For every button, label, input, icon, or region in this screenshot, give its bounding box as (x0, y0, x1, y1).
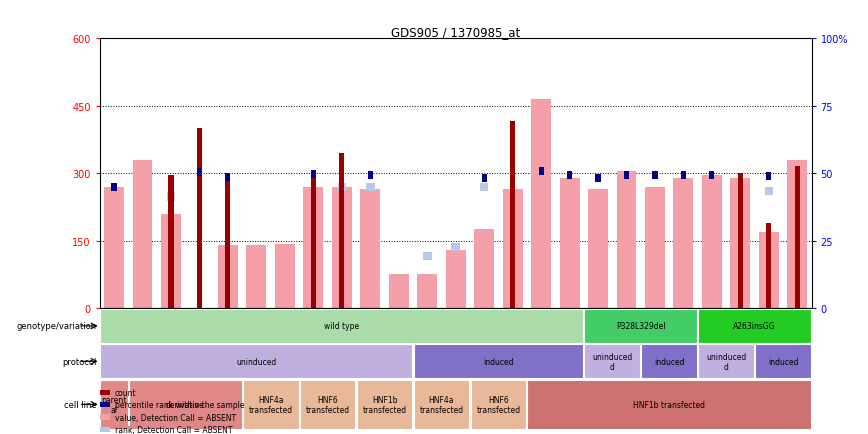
Bar (368, 172, 373, 180)
Bar (413, 345, 583, 378)
Bar (589, 190, 608, 309)
Text: parent
al: parent al (102, 395, 127, 414)
Bar (338, 183, 346, 191)
Bar (709, 172, 714, 180)
Text: wild type: wild type (325, 322, 359, 331)
Bar (480, 183, 489, 191)
Bar (766, 223, 772, 309)
Bar (111, 183, 116, 191)
Bar (311, 171, 316, 179)
Bar (584, 309, 697, 343)
Bar (418, 275, 437, 309)
Bar (584, 345, 641, 378)
Bar (645, 187, 665, 309)
Bar (101, 345, 412, 378)
Text: induced: induced (768, 357, 799, 366)
Bar (332, 187, 352, 309)
Bar (101, 380, 128, 429)
Bar (560, 178, 580, 309)
Bar (531, 100, 551, 309)
Bar (360, 190, 380, 309)
Bar (503, 190, 523, 309)
Bar (101, 309, 583, 343)
Bar (423, 253, 431, 261)
Bar (451, 244, 460, 252)
Bar (218, 246, 238, 309)
Text: percentile rank within the sample: percentile rank within the sample (115, 401, 244, 409)
Bar (759, 232, 779, 309)
Text: HNF6
transfected: HNF6 transfected (477, 395, 521, 414)
Bar (698, 345, 754, 378)
Bar (681, 172, 686, 180)
Bar (128, 380, 241, 429)
Bar (698, 309, 811, 343)
Bar (538, 168, 543, 175)
Bar (470, 380, 526, 429)
Text: count: count (115, 388, 136, 397)
Text: rank, Detection Call = ABSENT: rank, Detection Call = ABSENT (115, 425, 232, 434)
Bar (616, 171, 636, 309)
Bar (795, 167, 800, 309)
Bar (446, 250, 465, 309)
Text: protocol: protocol (62, 357, 96, 366)
Bar (738, 174, 743, 309)
Text: HNF4a
transfected: HNF4a transfected (248, 395, 293, 414)
Text: HNF6
transfected: HNF6 transfected (306, 395, 350, 414)
Text: HNF4a
transfected: HNF4a transfected (419, 395, 464, 414)
Bar (104, 187, 124, 309)
Bar (247, 246, 266, 309)
Text: P328L329del: P328L329del (616, 322, 666, 331)
Bar (765, 187, 773, 196)
Bar (755, 345, 811, 378)
Text: HNF1b
transfected: HNF1b transfected (363, 395, 406, 414)
Text: genotype/variation: genotype/variation (16, 322, 96, 331)
Text: HNF1b transfected: HNF1b transfected (634, 400, 705, 409)
Bar (161, 214, 181, 309)
Text: A263insGG: A263insGG (733, 322, 776, 331)
Bar (787, 160, 807, 309)
Bar (389, 275, 409, 309)
Bar (366, 183, 375, 191)
Title: GDS905 / 1370985_at: GDS905 / 1370985_at (391, 26, 520, 39)
Bar (243, 380, 299, 429)
Bar (197, 169, 202, 177)
Bar (674, 178, 694, 309)
Bar (197, 129, 202, 309)
Bar (731, 178, 750, 309)
Bar (482, 174, 487, 182)
Bar (510, 122, 516, 309)
Text: uninduced
d: uninduced d (592, 352, 633, 371)
Bar (766, 173, 772, 181)
Bar (299, 380, 356, 429)
Bar (624, 172, 629, 180)
Bar (641, 345, 697, 378)
Bar (168, 176, 174, 309)
Text: value, Detection Call = ABSENT: value, Detection Call = ABSENT (115, 413, 236, 421)
Text: uninduced
d: uninduced d (706, 352, 746, 371)
Bar (528, 380, 811, 429)
Bar (226, 173, 231, 181)
Text: induced: induced (654, 357, 685, 366)
Bar (474, 230, 494, 309)
Text: uninduced: uninduced (236, 357, 277, 366)
Text: cell line: cell line (63, 400, 96, 409)
Bar (133, 160, 153, 309)
Bar (567, 172, 572, 180)
Bar (595, 174, 601, 182)
Text: induced: induced (483, 357, 514, 366)
Bar (304, 187, 323, 309)
Bar (167, 193, 175, 201)
Bar (357, 380, 412, 429)
Bar (413, 380, 470, 429)
Bar (311, 174, 316, 309)
Bar (653, 172, 658, 180)
Bar (226, 181, 231, 309)
Bar (702, 176, 722, 309)
Bar (339, 154, 345, 309)
Text: derivative: derivative (166, 400, 205, 409)
Bar (275, 244, 295, 309)
